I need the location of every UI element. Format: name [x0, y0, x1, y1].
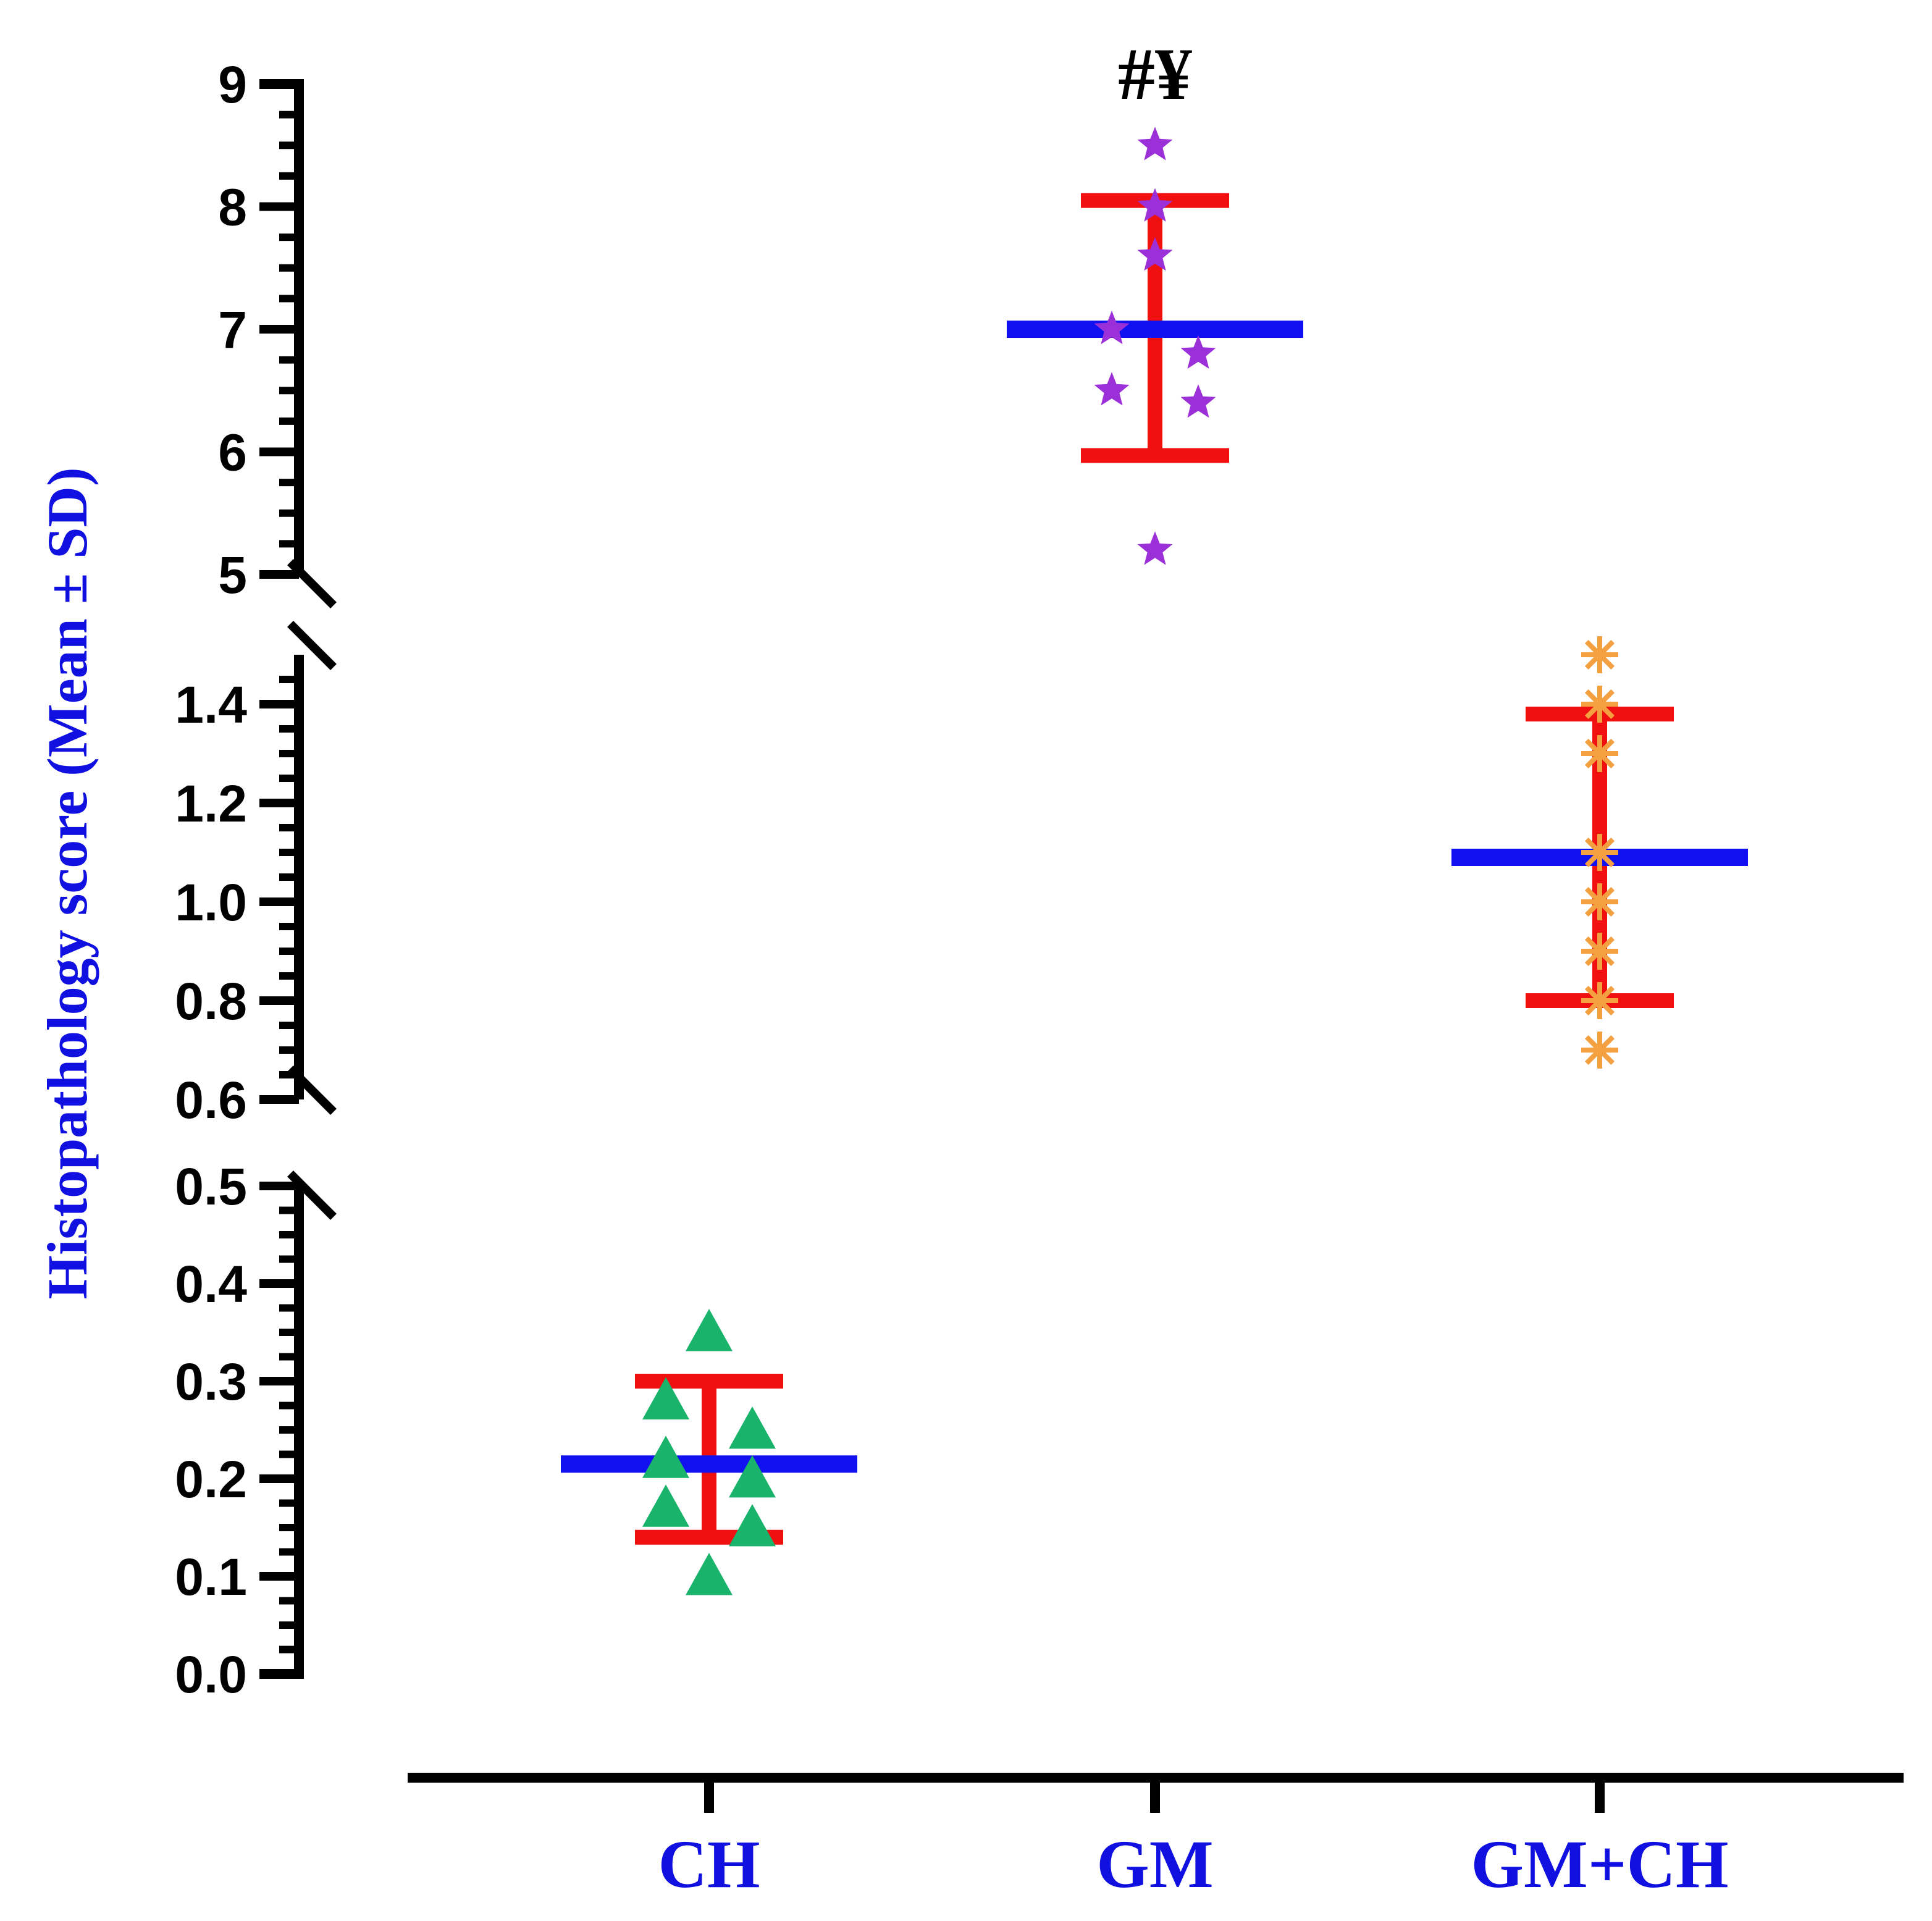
y-axis-label: Histopathology score (Mean ± SD): [36, 468, 99, 1300]
data-point-asterisk: [1581, 883, 1618, 920]
data-point-star: [1094, 372, 1130, 406]
data-point-star: [1137, 531, 1173, 565]
data-point-triangle: [642, 1377, 689, 1419]
y-tick-label: 0.1: [175, 1548, 247, 1606]
data-point-star: [1137, 127, 1173, 161]
mean-lines: [561, 321, 1748, 1473]
data-point-star: [1180, 335, 1216, 369]
data-point-asterisk: [1581, 933, 1618, 970]
y-tick-label: 0.0: [175, 1646, 247, 1704]
data-point-triangle: [729, 1504, 776, 1547]
data-point-triangle: [686, 1309, 733, 1351]
y-tick-label: 8: [218, 179, 247, 237]
y-tick-label: 9: [218, 56, 247, 114]
y-axis: [259, 79, 337, 1679]
y-tick-label: 5: [218, 546, 247, 604]
annotations: #¥: [1118, 33, 1192, 115]
axis-break-mark: [287, 621, 337, 670]
data-point-triangle: [686, 1553, 733, 1595]
y-tick-label: 7: [218, 301, 247, 359]
data-point-star: [1137, 188, 1173, 222]
x-tick-label: CH: [658, 1826, 760, 1902]
data-point-asterisk: [1581, 686, 1618, 723]
y-tick-label: 6: [218, 424, 247, 482]
y-tick-label: 1.2: [175, 775, 247, 833]
data-point-asterisk: [1581, 735, 1618, 772]
data-points: [642, 127, 1618, 1595]
y-tick-label: 0.5: [175, 1158, 247, 1216]
y-tick-labels: 0.0 0.1 0.2 0.3 0.4 0.5 0.6 0.8 1.0 1.2 1.4 5 6 7 8 9: [175, 56, 247, 1704]
y-tick-label: 0.3: [175, 1353, 247, 1411]
axis-break-mark: [287, 559, 337, 608]
y-tick-label: 0.6: [175, 1071, 247, 1129]
data-point-triangle: [729, 1455, 776, 1498]
data-point-asterisk: [1581, 636, 1618, 673]
x-axis: [408, 1773, 1904, 1813]
y-tick-label: 0.2: [175, 1450, 247, 1508]
x-tick-label: GM: [1096, 1826, 1213, 1902]
axis-break-mark: [287, 1171, 337, 1220]
y-tick-label: 1.4: [175, 676, 247, 734]
data-point-star: [1180, 384, 1216, 418]
data-point-asterisk: [1581, 834, 1618, 871]
y-tick-label: 0.4: [175, 1255, 247, 1313]
significance-annotation: #¥: [1118, 33, 1192, 115]
data-point-asterisk: [1581, 1032, 1618, 1069]
x-tick-labels: CH GM GM+CH: [658, 1826, 1729, 1902]
data-point-triangle: [642, 1484, 689, 1527]
data-point-star: [1094, 311, 1130, 345]
y-tick-label: 1.0: [175, 873, 247, 931]
data-point-triangle: [642, 1435, 689, 1478]
x-tick-label: GM+CH: [1471, 1826, 1728, 1902]
data-point-triangle: [729, 1406, 776, 1449]
error-bars: [635, 193, 1674, 1545]
data-point-asterisk: [1581, 982, 1618, 1019]
y-tick-label: 0.8: [175, 972, 247, 1030]
data-point-star: [1137, 237, 1173, 271]
